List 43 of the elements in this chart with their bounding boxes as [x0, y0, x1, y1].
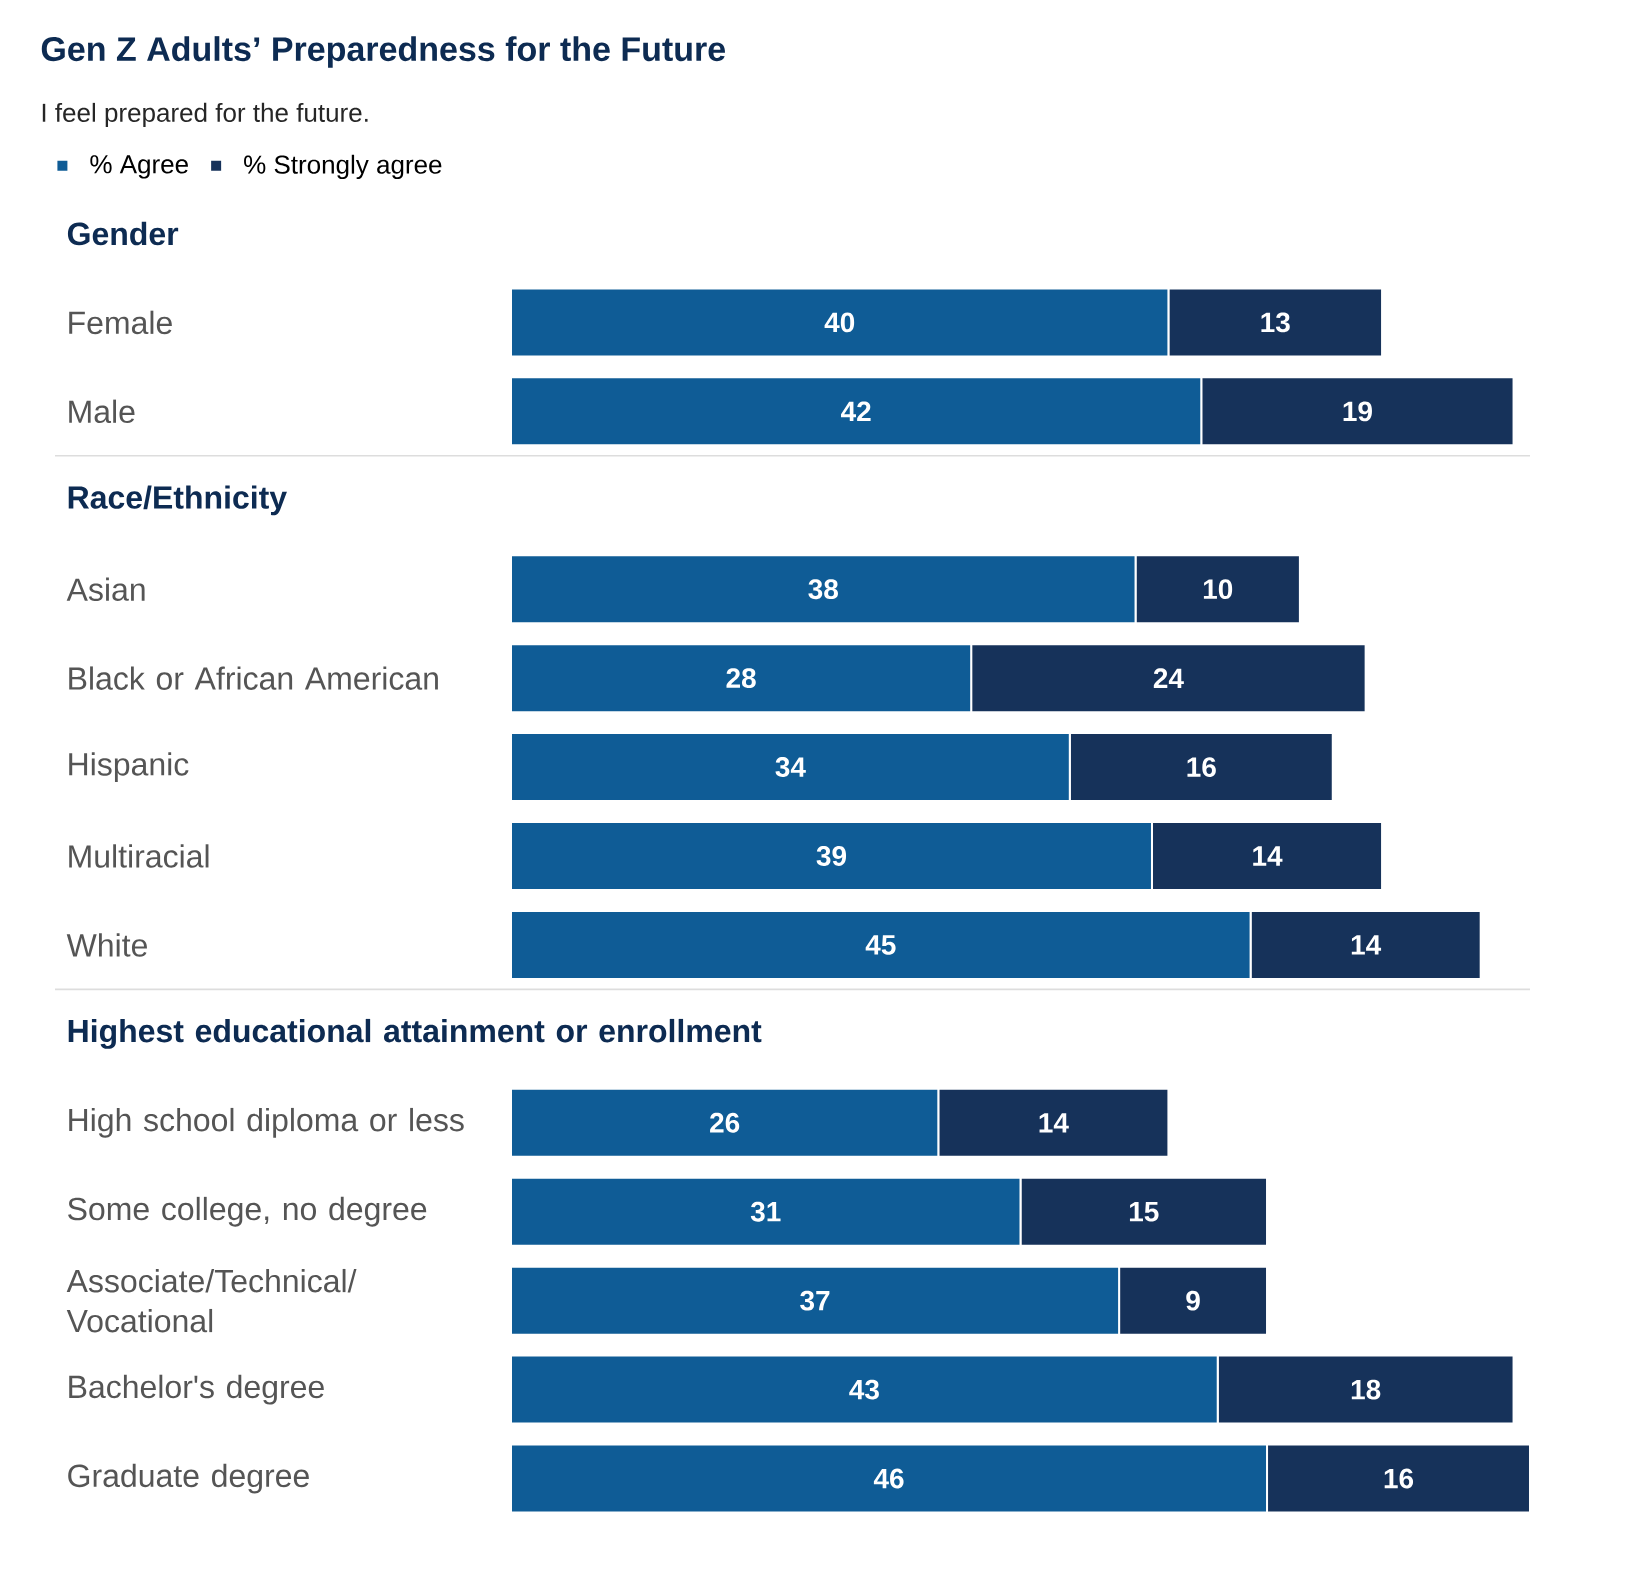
y-tick-label: Race/Ethnicity: [68, 485, 287, 516]
legend-label: % Agree: [90, 155, 188, 179]
data-label: 14: [1351, 935, 1382, 955]
y-tick-label: Graduate degree: [68, 1463, 309, 1494]
data-label: 40: [824, 312, 855, 333]
y-tick-label: Asian: [66, 577, 145, 601]
y-tick-label: Bachelor's degree: [69, 1374, 324, 1405]
data-label: 28: [726, 668, 756, 689]
data-label: 9: [1186, 1290, 1200, 1311]
y-tick-label: Male: [69, 399, 135, 424]
y-tick-label: Multiracial: [69, 844, 209, 868]
y-tick-label: White: [66, 933, 147, 957]
y-tick-label: Some college, no degree: [68, 1196, 427, 1227]
data-label: 38: [808, 579, 838, 600]
data-label: 34: [775, 757, 806, 777]
data-label: 18: [1351, 1379, 1381, 1400]
data-label: 10: [1203, 579, 1233, 600]
data-label: 15: [1129, 1201, 1159, 1222]
y-tick-label: Highest educational attainment or enrollment: [68, 1018, 762, 1049]
y-tick-label: Black or African American: [69, 666, 438, 690]
data-label: 39: [816, 846, 847, 866]
data-label: 45: [865, 935, 896, 955]
data-label: 24: [1153, 668, 1184, 688]
data-label: 43: [849, 1379, 879, 1400]
data-label: 16: [1384, 1468, 1414, 1489]
data-label: 37: [800, 1290, 830, 1311]
data-label: 14: [1039, 1113, 1069, 1133]
data-label: 16: [1187, 757, 1216, 777]
data-label: 31: [750, 1201, 781, 1222]
data-label: 46: [873, 1468, 904, 1489]
legend-label: % Strongly agree: [244, 154, 442, 180]
data-label: 26: [710, 1112, 740, 1133]
y-tick-label: Gender: [67, 221, 179, 246]
y-tick-label: Associate/Technical/ Vocational: [66, 1268, 357, 1333]
data-label: 13: [1261, 312, 1290, 333]
y-tick-label: Female: [69, 310, 172, 335]
data-label: 42: [841, 401, 871, 422]
text: I feel prepared for the future.: [42, 102, 368, 128]
y-tick-label: Hispanic: [69, 752, 189, 783]
y-tick-label: High school diploma or less: [69, 1107, 464, 1138]
chart-title: Gen Z Adults’ Preparedness for the Future: [41, 36, 725, 68]
data-label: 14: [1253, 846, 1283, 866]
data-label: 19: [1343, 401, 1372, 422]
